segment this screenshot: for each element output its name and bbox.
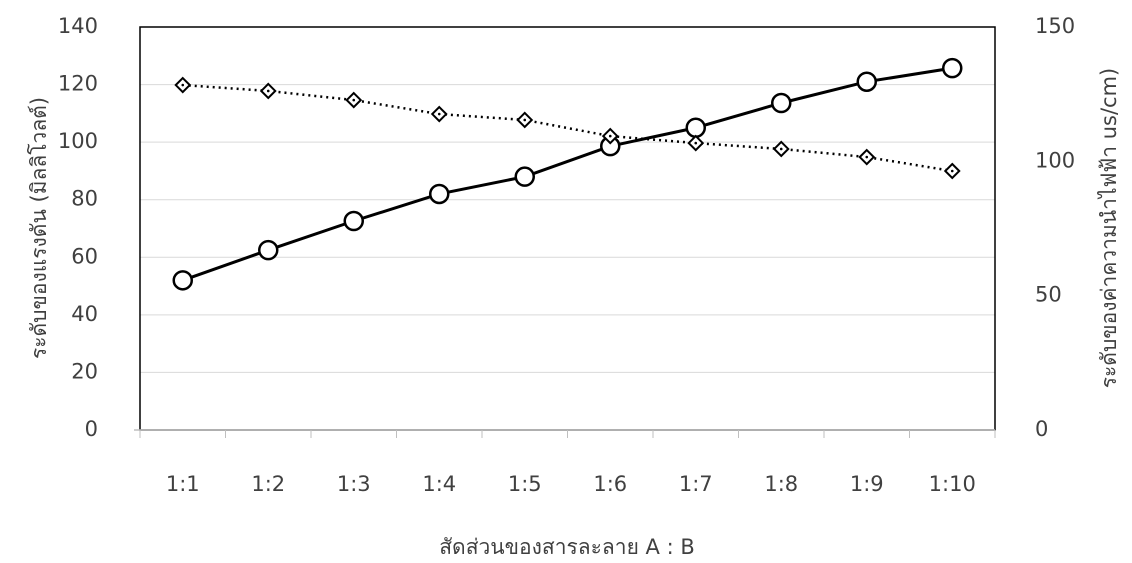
y-axis-title: ระดับของแรงดัน (มิลลิโวลต์) [27,97,51,359]
marker-dot [608,134,612,138]
marker-dot [181,83,185,87]
x-tick-label: 1:7 [679,472,713,496]
x-tick-label: 1:4 [422,472,456,496]
y2-tick-label: 50 [1035,283,1062,307]
marker-dot [352,98,356,102]
marker [942,57,963,79]
marker-dot [437,112,441,116]
y-tick-label: 140 [58,14,98,38]
y-tick-label: 20 [71,359,98,383]
marker [685,117,706,138]
y2-tick-label: 100 [1035,148,1075,172]
y2-axis-title: ระดับของค่าความนำไฟฟ้า us/cm) [1097,68,1121,389]
marker [429,183,450,205]
x-tick-label: 1:5 [508,472,542,496]
y2-tick-label: 150 [1035,14,1075,38]
x-tick-label: 1:1 [166,472,200,496]
y-tick-label: 0 [85,417,98,441]
y-tick-label: 120 [58,72,98,96]
marker [856,71,877,92]
x-tick-label: 1:3 [337,472,371,496]
y-tick-label: 100 [58,129,98,153]
y-tick-label: 40 [71,302,98,326]
marker-dot [950,169,954,173]
y2-tick-label: 0 [1035,417,1048,441]
marker [514,166,535,187]
marker-dot [694,141,698,145]
marker-dot [523,118,527,122]
marker [172,270,193,291]
marker-dot [266,89,270,93]
marker-dot [779,147,783,151]
marker [343,210,364,232]
x-tick-label: 1:9 [850,472,884,496]
x-tick-label: 1:6 [593,472,627,496]
series-line [182,66,953,282]
y-tick-label: 80 [71,187,98,211]
marker [771,92,792,114]
y-tick-label: 60 [71,244,98,268]
marker [258,239,279,261]
x-tick-label: 1:8 [764,472,798,496]
series-line [182,83,953,173]
x-axis-title: สัดส่วนของสารละลาย A : B [439,535,695,559]
marker-dot [865,155,869,159]
x-tick-label: 1:10 [929,472,976,496]
x-tick-label: 1:2 [251,472,285,496]
